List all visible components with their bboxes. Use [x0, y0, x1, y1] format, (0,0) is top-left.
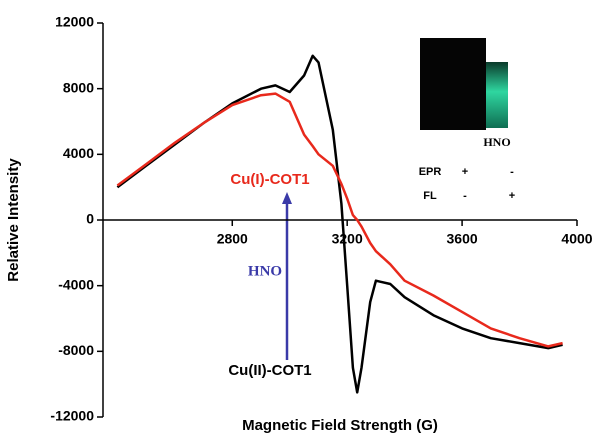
- annotation: HNO: [248, 263, 282, 279]
- inset-cell: -: [463, 190, 467, 202]
- series-label: Cu(II)-COT1: [228, 362, 311, 379]
- inset-cell: -: [510, 166, 514, 178]
- x-tick-label: 2800: [217, 231, 248, 247]
- y-tick-label: 4000: [63, 145, 94, 161]
- x-tick-label: 3600: [447, 231, 478, 247]
- y-tick-label: -12000: [50, 408, 94, 424]
- y-tick-label: 8000: [63, 79, 94, 95]
- y-tick-label: -4000: [58, 276, 94, 292]
- inset-cell: +: [509, 190, 515, 202]
- series-line: [116, 92, 563, 348]
- y-tick-label: -8000: [58, 342, 94, 358]
- x-tick-label: 4000: [561, 231, 592, 247]
- y-tick-label: 0: [86, 211, 94, 227]
- inset-cell: +: [462, 166, 468, 178]
- series-label: Cu(I)-COT1: [230, 171, 309, 188]
- series-line: [116, 54, 563, 394]
- y-axis-title: Relative Intensity: [5, 158, 22, 282]
- arrow-head: [282, 192, 292, 204]
- x-tick-label: 3200: [332, 231, 363, 247]
- inset-label: HNO: [483, 135, 510, 149]
- x-axis-title: Magnetic Field Strength (G): [242, 417, 438, 434]
- inset-cell: EPR: [419, 166, 442, 178]
- y-tick-label: 12000: [55, 14, 94, 30]
- inset-photo: [420, 38, 486, 130]
- inset-cell: FL: [423, 190, 437, 202]
- vial: [486, 62, 508, 128]
